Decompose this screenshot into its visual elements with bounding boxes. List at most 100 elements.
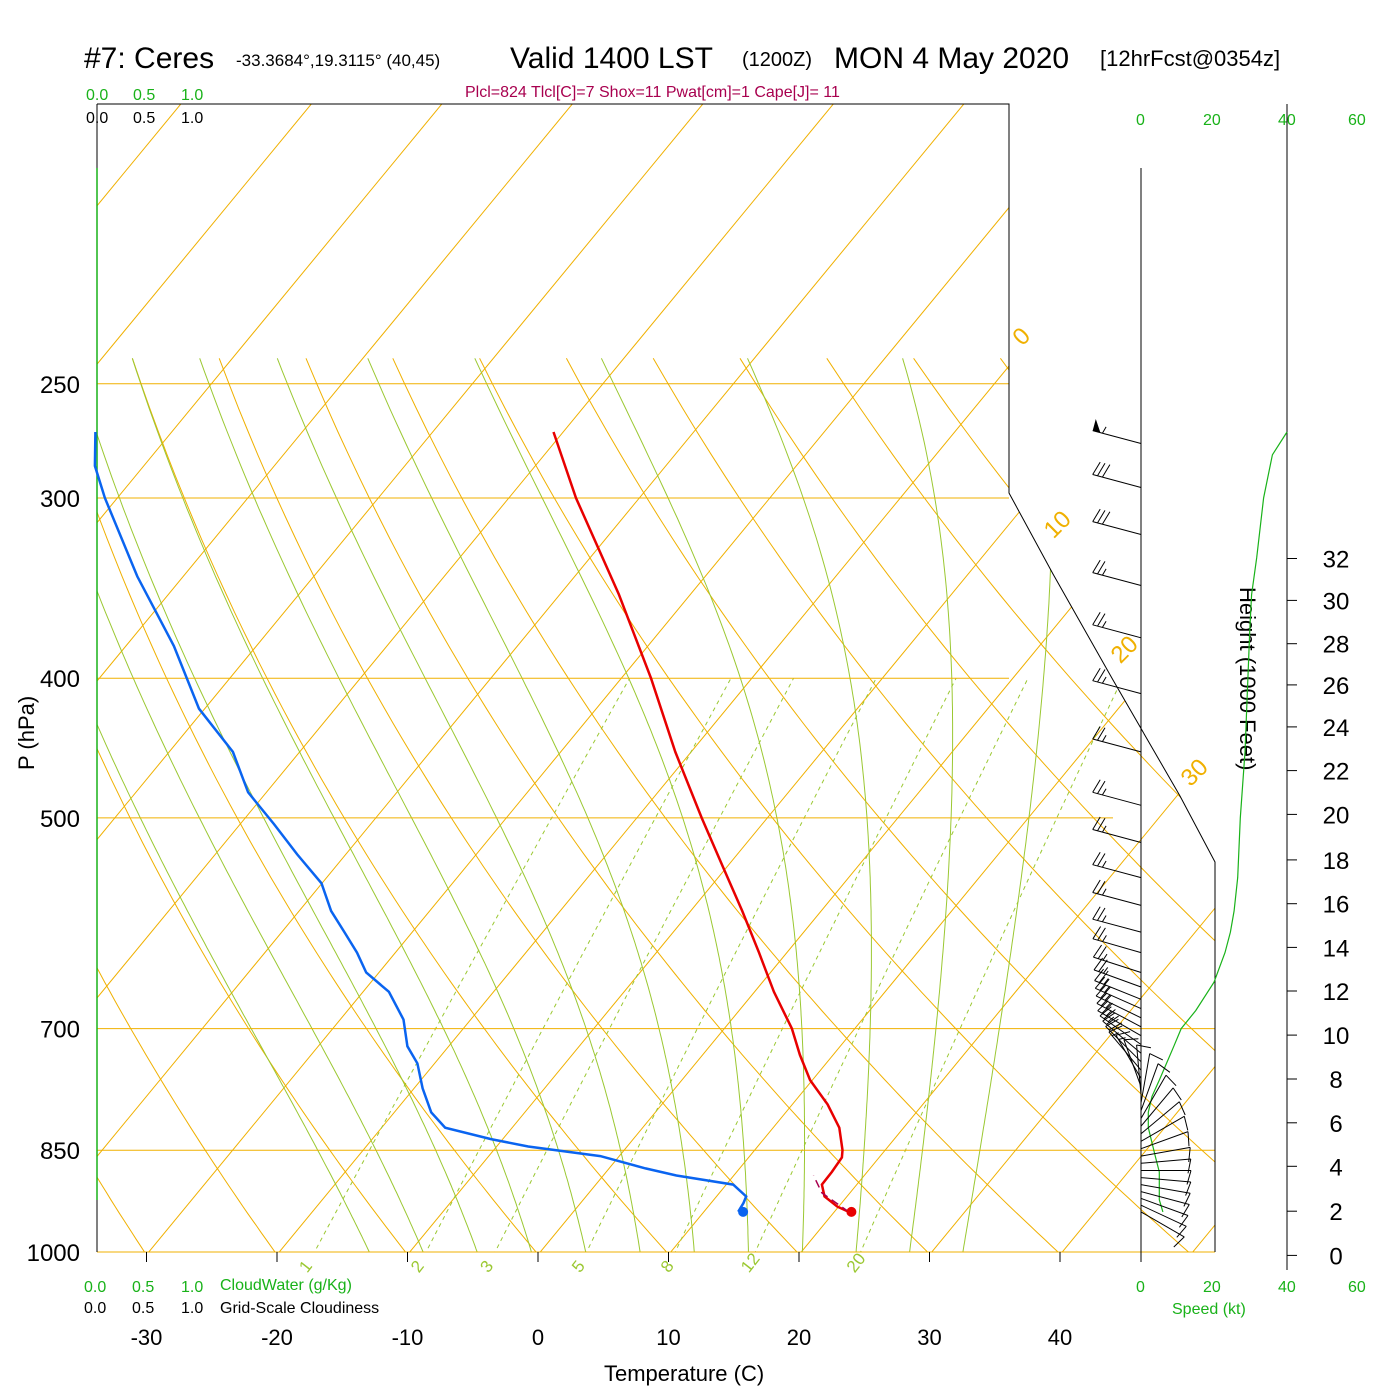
wind-barb-feather: [1092, 667, 1101, 681]
wind-barb-half-feather: [1101, 620, 1107, 628]
plot-frame: [96, 103, 1216, 1252]
speed-tick: 60: [1348, 112, 1366, 129]
height-tick-label: 26: [1323, 673, 1350, 700]
moist-adiabat-line: [902, 358, 954, 1252]
wind-barb-staff: [1092, 572, 1142, 586]
wind-barb-feather: [1092, 726, 1101, 740]
wind-barb-staff: [1140, 1115, 1185, 1142]
wind-barb-half-feather: [1105, 1002, 1112, 1009]
isotherm-line: [97, 104, 479, 1252]
wind-barb-staff: [1092, 430, 1142, 444]
wind-barb-feather: [1108, 1025, 1123, 1033]
wind-barb-feather: [1099, 1006, 1112, 1017]
theta-label: 20: [1106, 631, 1144, 669]
isotherm-line: [97, 104, 609, 1252]
wind-barb-feather: [1092, 559, 1101, 573]
wind-barb-staff: [1099, 1015, 1142, 1045]
wind-barb-half-feather: [1107, 1016, 1115, 1022]
wind-barb-half-feather: [1102, 953, 1108, 961]
mixing-ratio-line: [663, 677, 957, 1252]
temperature-tick-label: -10: [392, 1325, 424, 1350]
moist-adiabat-line: [131, 358, 541, 1252]
cloudwater-tick: 1.0: [181, 87, 203, 104]
wind-barb-staff: [1097, 1010, 1142, 1037]
axes: 250 300 400 500 700 850 1000 -30 -20 -10 0 10 20 30 40: [27, 372, 1073, 1350]
mixing-ratio-line: [412, 677, 732, 1252]
wind-barb-staff: [1092, 521, 1142, 535]
height-tick-label: 30: [1323, 588, 1350, 615]
wind-barb-half-feather: [1101, 676, 1107, 684]
dry-adiabat-line: [218, 358, 845, 1252]
wind-barb-staff: [1095, 995, 1142, 1019]
wind-barb-half-feather: [1104, 986, 1110, 993]
wind-barb-feather: [1157, 1063, 1171, 1073]
isotherm-line: [620, 104, 1215, 1252]
wind-barb-staff: [1092, 892, 1142, 906]
header-location: -33.3684°,19.3115° (40,45): [236, 51, 440, 70]
wind-barb-staff: [1140, 1074, 1167, 1119]
wind-barb-feather: [1187, 1158, 1192, 1174]
moist-adiabat-line: [276, 358, 645, 1252]
wind-barb-feather: [1173, 1236, 1185, 1248]
cloudwater-tick: 0.0: [84, 1279, 106, 1296]
wind-barb-staff: [1092, 918, 1142, 933]
wind-barb-feather: [1097, 881, 1106, 895]
header-valid: Valid 1400 LST: [510, 42, 713, 75]
height-tick-label: 4: [1329, 1154, 1342, 1181]
wind-barb-feather: [1187, 1131, 1190, 1147]
surface-temperature-marker: [846, 1206, 857, 1217]
height-tick-label: 8: [1329, 1067, 1342, 1094]
cloudiness-tick: 0.0: [84, 1300, 106, 1317]
cloudiness-scale-bottom: 0.0 0.5 1.0 Grid-Scale Cloudiness: [84, 1300, 379, 1317]
pressure-tick-label: 250: [40, 372, 80, 399]
wind-barb-feather: [1172, 1087, 1182, 1101]
dry-adiabat-line: [565, 358, 1215, 1252]
temperature-tick-label: 30: [917, 1325, 941, 1350]
cloudwater-tick: 0.0: [86, 87, 108, 104]
wind-barb-feather: [1092, 906, 1101, 920]
temperature-axis-label: Temperature (C): [604, 1361, 764, 1386]
isotherm-line: [881, 104, 1215, 1252]
wind-barb-half-feather: [1104, 994, 1111, 1001]
wind-barb-staff: [1140, 1146, 1191, 1157]
moist-adiabat-line: [747, 358, 872, 1252]
speed-tick: 60: [1348, 1279, 1366, 1296]
sounding-indices: Plcl=824 Tlcl[C]=7 Shox=11 Pwat[cm]=1 Ca…: [465, 84, 840, 101]
wind-barb-staff: [1096, 1002, 1142, 1028]
wind-barb-feather: [1178, 1215, 1189, 1228]
temperature-tick-label: -20: [261, 1325, 293, 1350]
isotherm-line: [490, 104, 1215, 1252]
wind-barb-feather: [1097, 927, 1106, 941]
sounding-profiles: [93, 431, 857, 1217]
dry-adiabat-line: [97, 358, 445, 1252]
header-station: #7: Ceres: [84, 42, 214, 75]
wind-barb-half-feather: [1102, 967, 1109, 974]
height-tick-label: 10: [1323, 1023, 1350, 1050]
wind-barb-feather: [1101, 511, 1111, 525]
wind-barb-feather: [1094, 968, 1104, 981]
wind-barb-staff: [1105, 1026, 1142, 1063]
pressure-axis-label: P (hPa): [14, 696, 39, 770]
wind-barb-feather: [1096, 992, 1108, 1004]
wind-barb-half-feather: [1102, 935, 1107, 942]
dry-adiabat-line: [97, 358, 311, 1252]
wind-barb-staff: [1092, 738, 1142, 753]
pressure-tick-label: 400: [40, 666, 80, 693]
wind-barb-staff: [1092, 680, 1142, 695]
moist-adiabat-line: [600, 358, 806, 1252]
wind-barb-feather: [1106, 1015, 1119, 1025]
dry-adiabat-line: [739, 358, 1215, 1252]
cloudwater-tick: 1.0: [181, 1279, 203, 1296]
wind-barb-feather: [1097, 463, 1106, 477]
moist-adiabat-line: [97, 358, 437, 1252]
cloudwater-tick: 0.5: [132, 1279, 154, 1296]
wind-barb-feather: [1092, 851, 1101, 865]
wind-barb-feather: [1092, 879, 1101, 893]
wind-barb-staff: [1140, 1204, 1187, 1227]
moist-adiabat-line: [957, 358, 1053, 1252]
wind-barb-feather: [1098, 970, 1109, 983]
dry-adiabat-line: [305, 358, 978, 1252]
mixing-ratio-line: [300, 677, 631, 1252]
wind-barb-staff: [1140, 1211, 1185, 1238]
